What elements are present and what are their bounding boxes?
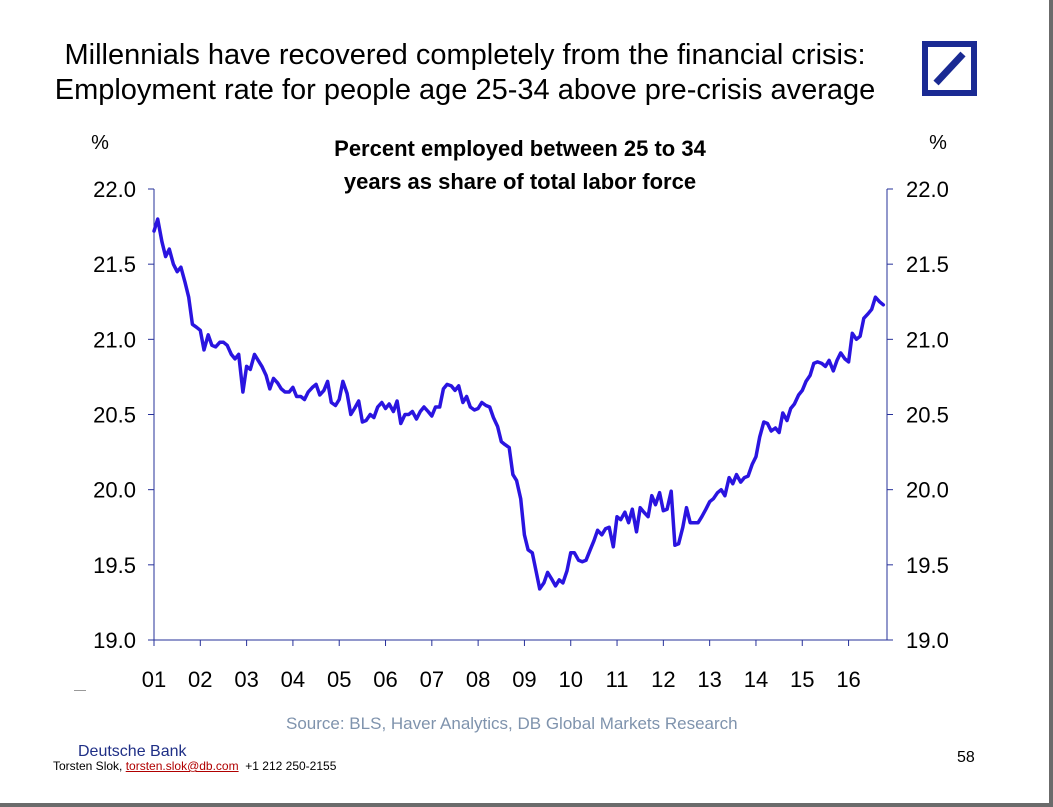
slide-title: Millennials have recovered completely fr… bbox=[20, 38, 910, 108]
x-tick-label-3: 04 bbox=[281, 667, 305, 692]
author-contact: Torsten Slok, torsten.slok@db.com +1 212… bbox=[53, 759, 336, 773]
y-tick-label-left-0: 22.0 bbox=[93, 177, 136, 202]
x-tick-label-10: 11 bbox=[606, 667, 629, 692]
y-tick-label-right-0: 22.0 bbox=[906, 177, 949, 202]
x-tick-label-5: 06 bbox=[373, 667, 397, 692]
y-tick-label-right-3: 20.5 bbox=[906, 403, 949, 428]
brand-name: Deutsche Bank bbox=[78, 743, 187, 760]
chart-title-line-1: Percent employed between 25 to 34 bbox=[334, 136, 706, 161]
y-tick-label-left-3: 20.5 bbox=[93, 403, 136, 428]
x-tick-label-8: 09 bbox=[512, 667, 536, 692]
deutsche-bank-logo-icon bbox=[922, 41, 977, 96]
page-number: 58 bbox=[957, 749, 975, 766]
x-tick-label-7: 08 bbox=[466, 667, 490, 692]
x-tick-label-11: 12 bbox=[651, 667, 675, 692]
divider-mark bbox=[74, 690, 86, 691]
y-tick-label-right-1: 21.5 bbox=[906, 252, 949, 277]
x-tick-label-15: 16 bbox=[836, 667, 860, 692]
y-axis-unit-left: % bbox=[91, 132, 109, 154]
x-tick-label-12: 13 bbox=[697, 667, 721, 692]
y-axis-unit-right: % bbox=[929, 132, 947, 154]
y-tick-label-right-5: 19.5 bbox=[906, 553, 949, 578]
slide-title-line-2: Employment rate for people age 25-34 abo… bbox=[54, 74, 876, 106]
x-tick-label-14: 15 bbox=[790, 667, 814, 692]
chart-series bbox=[152, 217, 886, 591]
y-tick-label-left-4: 20.0 bbox=[93, 478, 136, 503]
x-tick-label-0: 01 bbox=[142, 667, 166, 692]
x-tick-label-6: 07 bbox=[420, 667, 444, 692]
chart-axes bbox=[148, 188, 893, 646]
y-tick-label-left-1: 21.5 bbox=[93, 252, 136, 277]
author-phone: +1 212 250-2155 bbox=[245, 759, 337, 773]
x-tick-label-9: 10 bbox=[558, 667, 582, 692]
x-tick-label-1: 02 bbox=[188, 667, 212, 692]
author-name: Torsten Slok, bbox=[53, 759, 126, 773]
y-tick-label-left-5: 19.5 bbox=[93, 553, 136, 578]
chart-labels: 22.0 22.0 21.5 21.5 21.0 21.0 20.5 20.5 20.0 20.0… bbox=[91, 132, 949, 692]
x-tick-label-4: 05 bbox=[327, 667, 351, 692]
source-note: Source: BLS, Haver Analytics, DB Global … bbox=[286, 714, 738, 733]
y-tick-label-left-2: 21.0 bbox=[93, 327, 136, 352]
author-email-link[interactable]: torsten.slok@db.com bbox=[125, 759, 239, 773]
x-tick-label-2: 03 bbox=[234, 667, 258, 692]
series-line-0 bbox=[152, 217, 886, 591]
y-tick-label-right-4: 20.0 bbox=[906, 478, 949, 503]
chart-title-line-2: years as share of total labor force bbox=[344, 169, 696, 194]
y-tick-label-right-2: 21.0 bbox=[906, 327, 949, 352]
y-tick-label-left-6: 19.0 bbox=[93, 628, 136, 653]
y-tick-label-right-6: 19.0 bbox=[906, 628, 949, 653]
slide-title-line-1: Millennials have recovered completely fr… bbox=[64, 39, 866, 71]
x-tick-label-13: 14 bbox=[744, 667, 768, 692]
